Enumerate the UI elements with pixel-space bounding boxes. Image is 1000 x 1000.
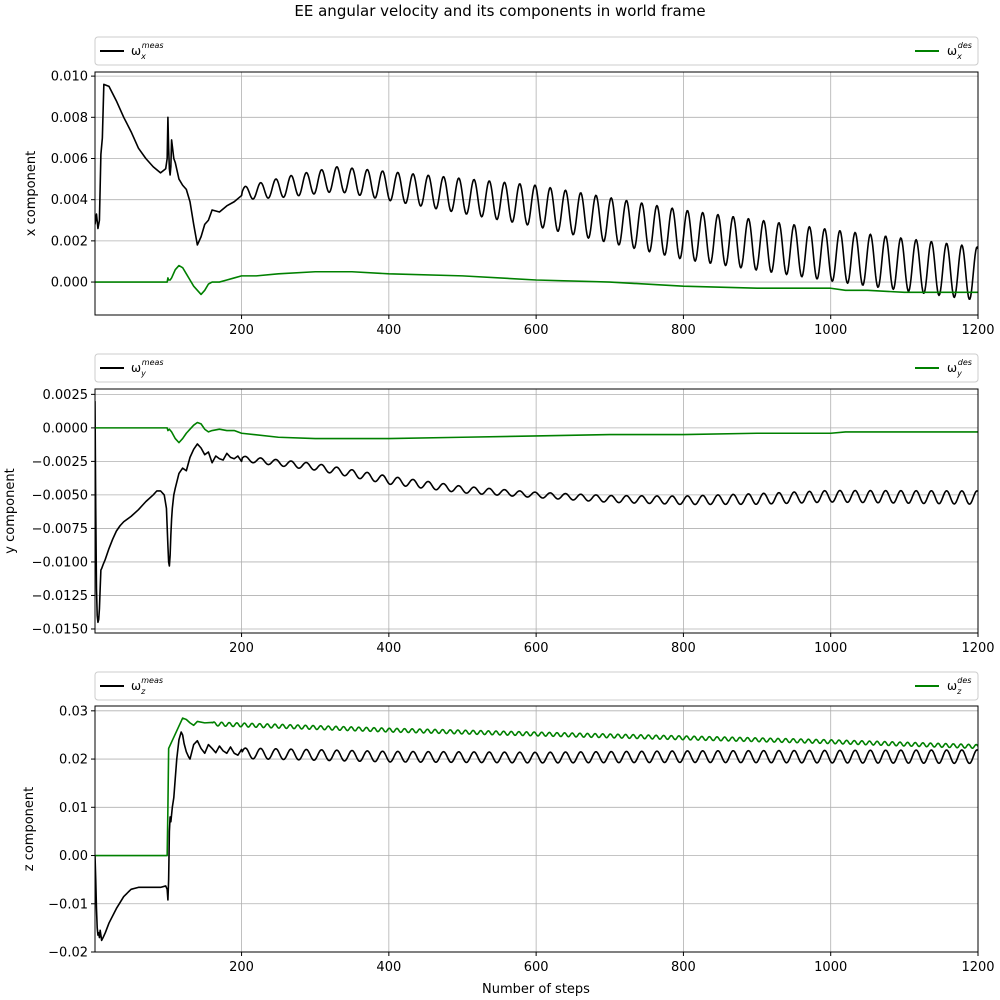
legend-label-measured: ωzmeas bbox=[131, 676, 163, 696]
x-tick-label: 1000 bbox=[814, 641, 847, 656]
legend: ωxmeas ωxdes bbox=[94, 36, 979, 66]
y-tick-label: −0.01 bbox=[48, 897, 88, 912]
x-tick-label: 400 bbox=[376, 323, 401, 338]
x-tick-label: 1000 bbox=[814, 323, 847, 338]
x-tick-label: 1200 bbox=[961, 641, 994, 656]
x-tick-label: 600 bbox=[524, 960, 549, 975]
x-axis-label: Number of steps bbox=[482, 982, 590, 997]
y-tick-label: 0.004 bbox=[51, 193, 88, 208]
x-tick-label: 200 bbox=[229, 323, 254, 338]
y-tick-label: −0.02 bbox=[48, 946, 88, 961]
y-tick-label: 0.0000 bbox=[43, 421, 89, 436]
y-tick-label: 0.002 bbox=[51, 234, 88, 249]
y-tick-label: −0.0025 bbox=[32, 455, 88, 470]
y-tick-label: −0.0075 bbox=[32, 522, 88, 537]
x-tick-label: 600 bbox=[524, 641, 549, 656]
legend-label-desired: ωydes bbox=[947, 358, 972, 378]
x-tick-label: 800 bbox=[671, 323, 696, 338]
y-tick-label: 0.008 bbox=[51, 111, 88, 126]
series-line-measured bbox=[95, 401, 978, 624]
series-line-measured bbox=[95, 83, 978, 300]
legend-label-desired: ωxdes bbox=[947, 41, 972, 61]
y-tick-label: 0.010 bbox=[51, 70, 88, 85]
subplot-2: 200 400 600 800 1000 1200 0.0025 0.0000 −0.0025 −… bbox=[3, 353, 995, 656]
series-line-desired bbox=[95, 717, 978, 857]
x-tick-label: 1000 bbox=[814, 960, 847, 975]
legend-label-desired: ωzdes bbox=[947, 676, 971, 696]
x-tick-label: 1200 bbox=[961, 323, 994, 338]
figure-title: EE angular velocity and its components i… bbox=[294, 2, 705, 20]
series-line-desired bbox=[95, 264, 978, 296]
y-tick-label: 0.0025 bbox=[43, 388, 89, 403]
series-line-desired bbox=[95, 421, 978, 444]
y-tick-label: −0.0150 bbox=[32, 622, 88, 637]
y-tick-label: −0.0050 bbox=[32, 488, 88, 503]
legend: ωymeas ωydes bbox=[94, 353, 979, 383]
y-tick-label: 0.03 bbox=[59, 704, 88, 719]
y-tick-label: 0.02 bbox=[59, 753, 88, 768]
subplot-1: 200 400 600 800 1000 1200 0.000 0.002 0.004 0.006… bbox=[24, 36, 995, 338]
legend-label-measured: ωxmeas bbox=[131, 41, 164, 61]
x-tick-label: 800 bbox=[671, 641, 696, 656]
x-tick-label: 200 bbox=[229, 641, 254, 656]
legend-label-measured: ωymeas bbox=[131, 358, 164, 378]
legend-box bbox=[94, 36, 979, 66]
y-tick-label: 0.006 bbox=[51, 152, 88, 167]
y-tick-label: 0.00 bbox=[59, 849, 88, 864]
y-tick-label: 0.000 bbox=[51, 276, 88, 291]
y-axis-label: x component bbox=[24, 151, 39, 236]
subplot-panels: 200 400 600 800 1000 12000.0000.0020.0040.006… bbox=[3, 36, 995, 975]
x-tick-label: 400 bbox=[376, 960, 401, 975]
series-line-measured bbox=[95, 731, 978, 942]
x-tick-label: 200 bbox=[229, 960, 254, 975]
legend-box bbox=[94, 353, 979, 383]
legend-box bbox=[94, 671, 979, 701]
x-tick-label: 400 bbox=[376, 641, 401, 656]
y-axis-label: y component bbox=[3, 468, 18, 553]
x-tick-label: 800 bbox=[671, 960, 696, 975]
y-tick-label: 0.01 bbox=[59, 801, 88, 816]
y-tick-label: −0.0100 bbox=[32, 555, 88, 570]
y-axis-label: z component bbox=[22, 787, 37, 872]
x-tick-label: 600 bbox=[524, 323, 549, 338]
subplot-3: 200 400 600 800 1000 1200 −0.02 −0.01 0.00 0.01 0.… bbox=[22, 671, 995, 975]
x-tick-label: 1200 bbox=[961, 960, 994, 975]
y-tick-label: −0.0125 bbox=[32, 589, 88, 604]
legend: ωzmeas ωzdes bbox=[94, 671, 979, 701]
